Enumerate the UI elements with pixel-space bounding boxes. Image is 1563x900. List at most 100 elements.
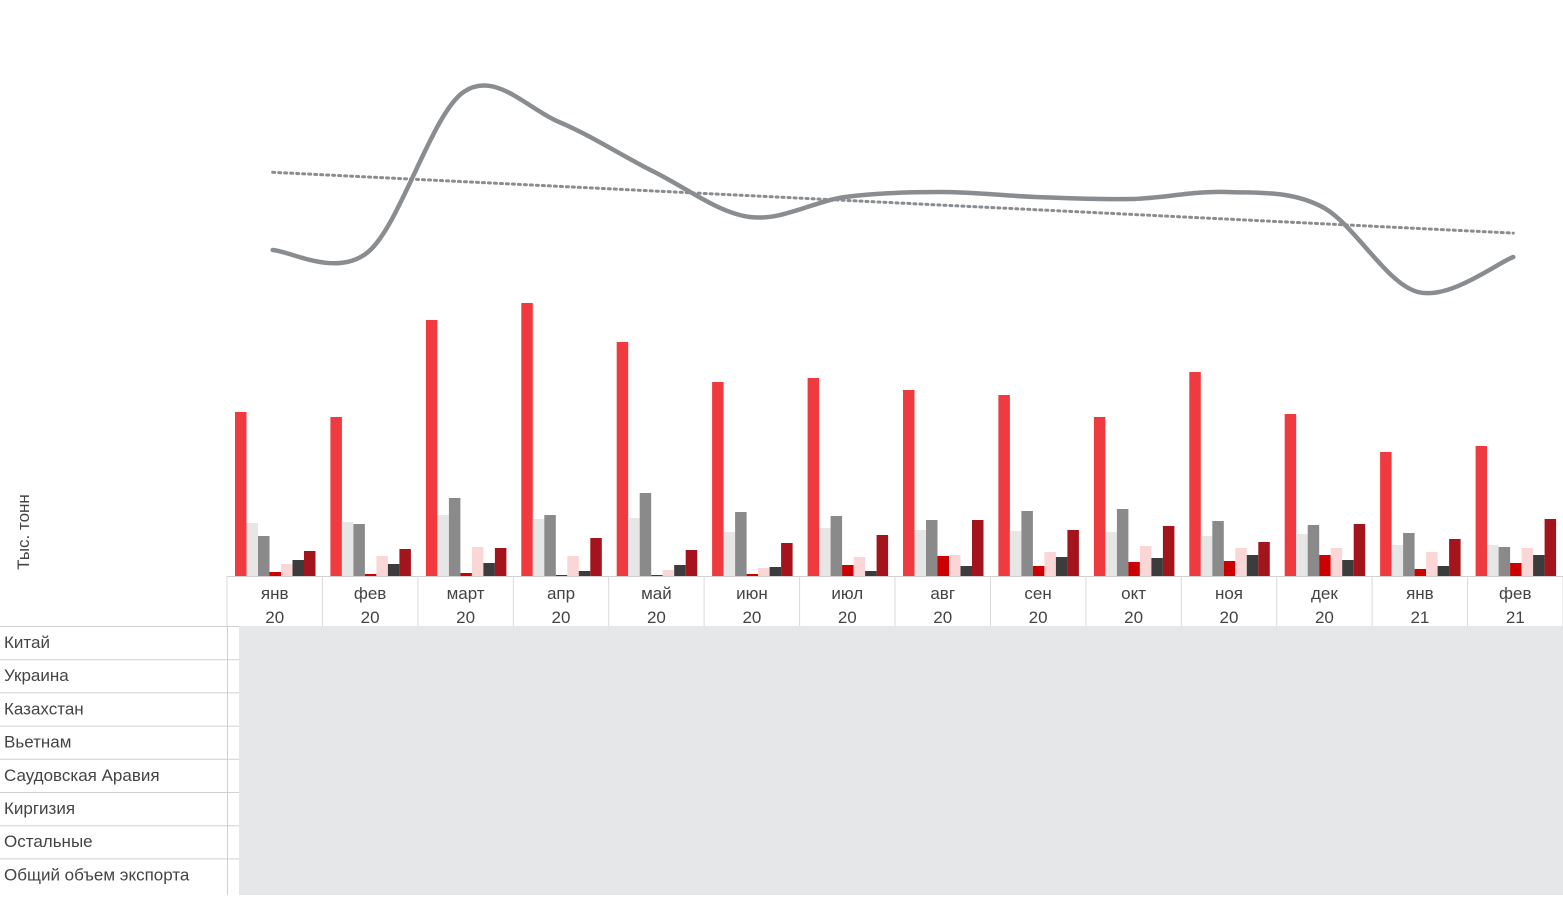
- bar: [1498, 547, 1511, 576]
- bar: [949, 555, 961, 576]
- bar: [1105, 532, 1117, 576]
- bar: [330, 417, 342, 576]
- bar: [1510, 563, 1522, 576]
- bar: [1307, 525, 1320, 576]
- x-tick-label-year: 20: [1315, 608, 1334, 627]
- x-tick-label-month: янв: [261, 584, 289, 603]
- bar: [521, 303, 533, 576]
- x-tick-label-month: фев: [1499, 584, 1531, 603]
- bar: [639, 493, 652, 576]
- bar: [1403, 533, 1415, 576]
- bar: [926, 520, 938, 576]
- bar: [1189, 372, 1201, 576]
- bar: [258, 536, 270, 576]
- bar: [735, 512, 747, 576]
- bar: [937, 556, 949, 576]
- bar: [1449, 539, 1461, 576]
- bar: [1391, 545, 1404, 576]
- bar: [532, 519, 545, 576]
- bar: [1116, 509, 1129, 576]
- bar: [842, 565, 854, 576]
- bar: [769, 567, 782, 576]
- x-tick-label-month: июн: [736, 584, 768, 603]
- bar: [853, 557, 866, 576]
- x-tick-label-month: сен: [1024, 584, 1051, 603]
- bar: [292, 560, 304, 576]
- data-table-body: [239, 626, 1563, 895]
- bar: [281, 564, 293, 576]
- bar: [494, 548, 507, 576]
- bar: [437, 515, 449, 576]
- data-table-row-label: Саудовская Аравия: [4, 766, 160, 785]
- x-tick-label-month: апр: [547, 584, 575, 603]
- bar: [1426, 552, 1438, 576]
- bar: [1258, 542, 1270, 576]
- bar: [865, 571, 877, 576]
- data-table-row-label: Общий объем экспорта: [4, 865, 190, 884]
- bar: [1151, 558, 1163, 576]
- bar: [399, 549, 411, 576]
- bar: [448, 498, 461, 576]
- bar: [685, 550, 698, 576]
- data-table-row-label: Киргизия: [4, 799, 75, 818]
- bar: [1128, 562, 1140, 576]
- x-tick-label-year: 21: [1410, 608, 1429, 627]
- x-tick-label-year: 20: [838, 608, 857, 627]
- bar: [960, 566, 972, 576]
- bar: [819, 528, 831, 576]
- x-tick-label-month: янв: [1406, 584, 1434, 603]
- bar: [1353, 524, 1366, 576]
- bar: [246, 523, 258, 576]
- bar: [555, 575, 568, 576]
- bar: [1414, 569, 1427, 576]
- bar: [1533, 555, 1545, 576]
- bar: [674, 565, 686, 576]
- x-tick-label-month: авг: [930, 584, 955, 603]
- bar: [460, 573, 472, 576]
- bar: [807, 378, 820, 576]
- data-table-row-label: Казахстан: [4, 699, 84, 718]
- x-tick-label-month: дек: [1311, 584, 1338, 603]
- bar: [1093, 417, 1106, 576]
- bar: [304, 551, 316, 576]
- bar: [662, 570, 675, 576]
- bar: [998, 395, 1010, 576]
- x-tick-label-year: 20: [647, 608, 666, 627]
- x-tick-label-year: 20: [1124, 608, 1143, 627]
- bar: [903, 390, 915, 576]
- bar: [1162, 526, 1175, 576]
- bar: [781, 543, 793, 576]
- x-tick-label-year: 20: [552, 608, 571, 627]
- bar: [1021, 511, 1033, 576]
- bar: [1212, 521, 1224, 576]
- bar: [425, 320, 438, 576]
- x-tick-label-year: 20: [742, 608, 761, 627]
- data-table-row-label: Вьетнам: [4, 733, 71, 752]
- data-table-row-label: Украина: [4, 666, 69, 685]
- bar: [1223, 561, 1236, 576]
- bar: [1296, 534, 1308, 576]
- x-tick-label-month: окт: [1121, 584, 1146, 603]
- bar: [1487, 545, 1499, 576]
- x-tick-label-year: 20: [933, 608, 952, 627]
- bar: [364, 574, 377, 576]
- bar: [1032, 566, 1045, 576]
- bar: [1475, 446, 1488, 576]
- trendline: [271, 170, 1515, 235]
- x-tick-label-month: март: [447, 584, 485, 603]
- x-tick-label-month: июл: [831, 584, 863, 603]
- x-tick-label-month: фев: [354, 584, 386, 603]
- bar: [1200, 536, 1213, 576]
- bar: [876, 535, 889, 576]
- bar: [544, 515, 556, 576]
- bar: [269, 572, 281, 576]
- bar: [758, 568, 770, 576]
- bar: [712, 382, 724, 576]
- bar: [914, 530, 926, 576]
- data-table-row-label: Китай: [4, 633, 50, 652]
- bar: [628, 518, 640, 576]
- bar: [1521, 548, 1534, 576]
- bar: [590, 538, 602, 576]
